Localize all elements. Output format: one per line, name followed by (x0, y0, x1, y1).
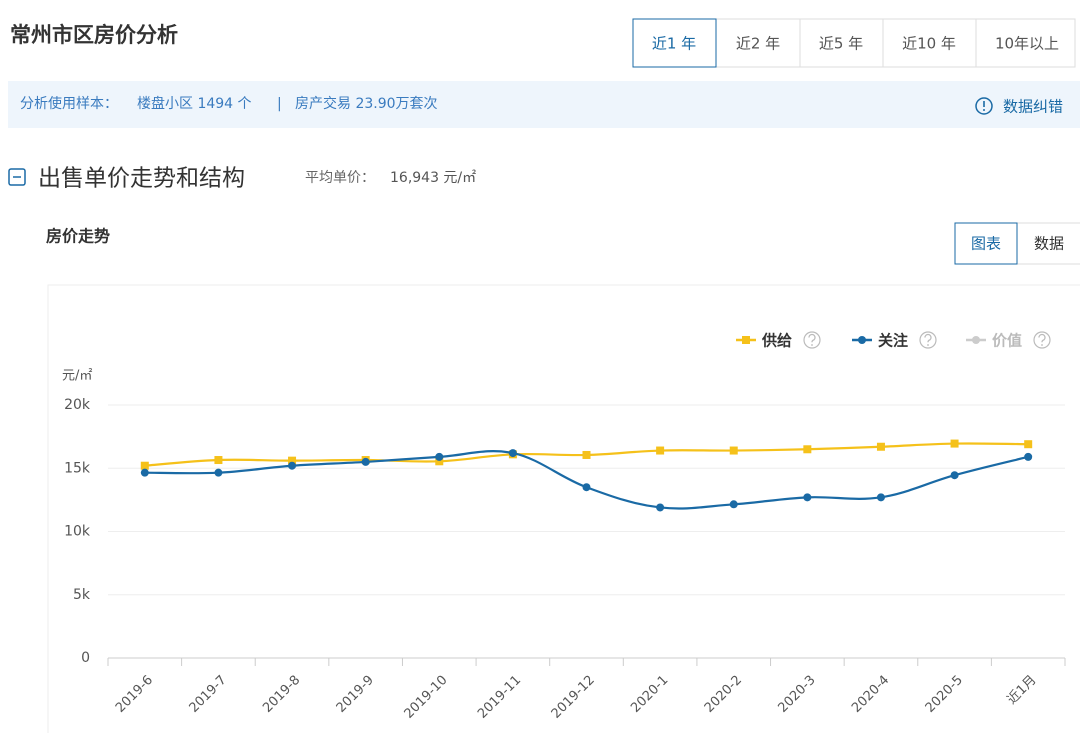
x-tick-label: 2020-4 (849, 673, 892, 716)
info-bar (8, 81, 1080, 128)
tab[interactable]: 近1 年 (652, 35, 696, 53)
x-tick-label: 2019-9 (334, 673, 377, 716)
help-icon-glyph (1038, 333, 1046, 343)
data-point (582, 450, 591, 459)
data-point (435, 457, 444, 466)
y-tick-label: 10k (64, 524, 91, 540)
x-tick-label: 2020-3 (775, 673, 818, 716)
data-point (876, 493, 885, 502)
panel-title: 房价走势 (46, 227, 110, 246)
y-tick-label: 15k (64, 460, 91, 476)
info-icon-dot (983, 109, 985, 111)
x-tick-label: 2019-12 (549, 673, 598, 722)
avg-value: 16,943 元/㎡ (390, 170, 476, 186)
help-icon (919, 331, 937, 349)
x-tick-label: 2019-8 (260, 673, 303, 716)
x-tick-label: 2019-11 (475, 673, 524, 722)
toggle[interactable] (1016, 222, 1080, 265)
tab-active[interactable] (632, 18, 717, 68)
info-communities: 楼盘小区 1494 个 (137, 95, 252, 112)
x-tick-label: 2019-7 (187, 673, 230, 716)
legend-label: 关注 (878, 332, 908, 350)
data-point (729, 500, 738, 509)
avg-label: 平均单价： (305, 170, 375, 186)
feedback-link[interactable]: 数据纠错 (1003, 98, 1063, 116)
help-icon-glyph (808, 333, 816, 343)
help-icon-dot (1041, 344, 1043, 346)
y-tick-label: 0 (81, 650, 90, 666)
help-icon (803, 331, 821, 349)
data-point (288, 461, 297, 470)
help-icon (1033, 331, 1051, 349)
data-point (803, 445, 812, 454)
data-point (508, 449, 517, 458)
tab[interactable]: 近2 年 (736, 35, 780, 53)
tab[interactable]: 10年以上 (995, 35, 1059, 53)
y-tick-label: 5k (73, 587, 91, 603)
x-tick-label: 2020-5 (923, 673, 966, 716)
data-point (214, 456, 223, 465)
tab[interactable]: 近10 年 (902, 35, 956, 53)
data-point (950, 439, 959, 448)
legend-label: 价值 (992, 332, 1022, 350)
info-separator: | (277, 96, 282, 112)
data-point (140, 468, 149, 477)
info-transactions: 房产交易 23.90万套次 (295, 95, 438, 112)
data-point (435, 452, 444, 461)
x-tick-label: 近1月 (1005, 673, 1040, 708)
data-point (876, 442, 885, 451)
x-tick-label: 2019-10 (402, 673, 451, 722)
x-tick-label: 2019-6 (113, 673, 156, 716)
legend-label: 供给 (761, 332, 792, 350)
toggle-label[interactable]: 数据 (1034, 235, 1064, 253)
chart-frame (47, 284, 1080, 733)
toggle-label[interactable]: 图表 (971, 235, 1001, 253)
collapse-icon[interactable] (8, 168, 26, 186)
y-tick-label: 20k (64, 397, 91, 413)
info-icon[interactable] (975, 97, 993, 115)
legend-marker (858, 336, 866, 344)
data-point (656, 503, 665, 512)
page-title: 常州市区房价分析 (10, 23, 178, 47)
chart: 0 5k 10k 15k 20k 2019-6 2019-7 2019-8 2019-9 2019… (64, 331, 1066, 722)
data-point (1024, 452, 1033, 461)
data-point (1024, 440, 1033, 449)
section-title: 出售单价走势和结构 (38, 166, 245, 192)
data-point (656, 446, 665, 455)
data-point (361, 457, 370, 466)
help-icon-glyph (924, 333, 932, 343)
data-point (214, 468, 223, 477)
tabs: 近1 年 近2 年 近5 年 近10 年 10年以上 (632, 18, 1076, 68)
data-point (140, 461, 149, 470)
x-tick-label: 2020-2 (702, 673, 745, 716)
data-point (729, 446, 738, 455)
info-label: 分析使用样本： (20, 95, 118, 112)
data-point (803, 493, 812, 502)
data-point (950, 471, 959, 480)
legend-marker (972, 336, 980, 344)
data-point (288, 456, 297, 465)
help-icon-dot (927, 344, 929, 346)
tab[interactable]: 近5 年 (819, 35, 863, 53)
data-point (582, 483, 591, 492)
y-axis-label: 元/㎡ (62, 369, 92, 384)
toggle-active[interactable] (954, 222, 1018, 265)
help-icon-dot (811, 344, 813, 346)
legend-marker (742, 336, 750, 344)
x-tick-label: 2020-1 (628, 673, 671, 716)
